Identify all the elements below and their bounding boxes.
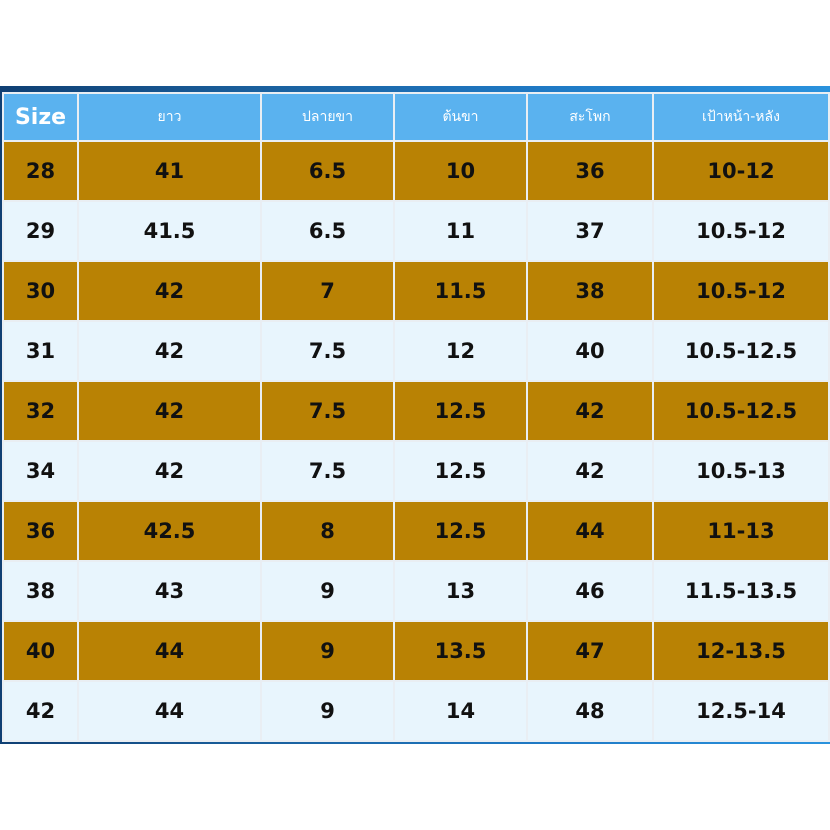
cell-thigh: 13.5 bbox=[393, 620, 528, 682]
cell-thigh: 12 bbox=[393, 320, 528, 382]
cell-hip: 47 bbox=[526, 620, 654, 682]
cell-thigh: 10 bbox=[393, 140, 528, 202]
cell-rise: 11.5-13.5 bbox=[652, 560, 830, 622]
cell-hip: 37 bbox=[526, 200, 654, 262]
cell-length: 42 bbox=[77, 440, 262, 502]
cell-leg-opening: 6.5 bbox=[260, 140, 395, 202]
cell-rise: 10.5-12.5 bbox=[652, 380, 830, 442]
size-table: Size ยาว ปลายขา ต้นขา สะโพก เป้าหน้า-หลั… bbox=[2, 92, 830, 742]
cell-rise: 10.5-12.5 bbox=[652, 320, 830, 382]
table-row: 29 41.5 6.5 11 37 10.5-12 bbox=[2, 200, 830, 262]
cell-length: 44 bbox=[77, 680, 262, 742]
cell-length: 41 bbox=[77, 140, 262, 202]
cell-thigh: 11 bbox=[393, 200, 528, 262]
table-row: 34 42 7.5 12.5 42 10.5-13 bbox=[2, 440, 830, 502]
cell-rise: 11-13 bbox=[652, 500, 830, 562]
cell-size: 36 bbox=[2, 500, 79, 562]
cell-leg-opening: 9 bbox=[260, 560, 395, 622]
cell-length: 42 bbox=[77, 320, 262, 382]
header-leg-opening: ปลายขา bbox=[260, 92, 395, 142]
table-row: 36 42.5 8 12.5 44 11-13 bbox=[2, 500, 830, 562]
cell-length: 44 bbox=[77, 620, 262, 682]
cell-rise: 10.5-13 bbox=[652, 440, 830, 502]
cell-size: 42 bbox=[2, 680, 79, 742]
table-row: 38 43 9 13 46 11.5-13.5 bbox=[2, 560, 830, 622]
cell-rise: 10.5-12 bbox=[652, 200, 830, 262]
cell-length: 42 bbox=[77, 260, 262, 322]
cell-leg-opening: 7.5 bbox=[260, 320, 395, 382]
header-size: Size bbox=[2, 92, 79, 142]
table-row: 42 44 9 14 48 12.5-14 bbox=[2, 680, 830, 742]
cell-rise: 12-13.5 bbox=[652, 620, 830, 682]
cell-size: 40 bbox=[2, 620, 79, 682]
cell-rise: 10-12 bbox=[652, 140, 830, 202]
cell-leg-opening: 8 bbox=[260, 500, 395, 562]
cell-size: 31 bbox=[2, 320, 79, 382]
cell-length: 41.5 bbox=[77, 200, 262, 262]
cell-leg-opening: 9 bbox=[260, 680, 395, 742]
cell-thigh: 12.5 bbox=[393, 440, 528, 502]
cell-hip: 48 bbox=[526, 680, 654, 742]
cell-size: 34 bbox=[2, 440, 79, 502]
cell-length: 43 bbox=[77, 560, 262, 622]
table-row: 40 44 9 13.5 47 12-13.5 bbox=[2, 620, 830, 682]
cell-thigh: 12.5 bbox=[393, 380, 528, 442]
header-row: Size ยาว ปลายขา ต้นขา สะโพก เป้าหน้า-หลั… bbox=[2, 92, 830, 142]
header-hip: สะโพก bbox=[526, 92, 654, 142]
table-row: 32 42 7.5 12.5 42 10.5-12.5 bbox=[2, 380, 830, 442]
header-rise: เป้าหน้า-หลัง bbox=[652, 92, 830, 142]
cell-hip: 38 bbox=[526, 260, 654, 322]
cell-size: 38 bbox=[2, 560, 79, 622]
cell-length: 42 bbox=[77, 380, 262, 442]
table-row: 31 42 7.5 12 40 10.5-12.5 bbox=[2, 320, 830, 382]
table-row: 28 41 6.5 10 36 10-12 bbox=[2, 140, 830, 202]
cell-thigh: 11.5 bbox=[393, 260, 528, 322]
table-row: 30 42 7 11.5 38 10.5-12 bbox=[2, 260, 830, 322]
cell-leg-opening: 7.5 bbox=[260, 440, 395, 502]
cell-leg-opening: 7 bbox=[260, 260, 395, 322]
cell-size: 28 bbox=[2, 140, 79, 202]
cell-size: 30 bbox=[2, 260, 79, 322]
cell-hip: 44 bbox=[526, 500, 654, 562]
cell-size: 29 bbox=[2, 200, 79, 262]
cell-rise: 10.5-12 bbox=[652, 260, 830, 322]
cell-hip: 36 bbox=[526, 140, 654, 202]
cell-thigh: 12.5 bbox=[393, 500, 528, 562]
cell-thigh: 14 bbox=[393, 680, 528, 742]
header-thigh: ต้นขา bbox=[393, 92, 528, 142]
cell-hip: 42 bbox=[526, 380, 654, 442]
header-length: ยาว bbox=[77, 92, 262, 142]
cell-hip: 46 bbox=[526, 560, 654, 622]
cell-thigh: 13 bbox=[393, 560, 528, 622]
cell-leg-opening: 7.5 bbox=[260, 380, 395, 442]
cell-hip: 40 bbox=[526, 320, 654, 382]
cell-rise: 12.5-14 bbox=[652, 680, 830, 742]
cell-hip: 42 bbox=[526, 440, 654, 502]
cell-size: 32 bbox=[2, 380, 79, 442]
cell-leg-opening: 9 bbox=[260, 620, 395, 682]
cell-leg-opening: 6.5 bbox=[260, 200, 395, 262]
cell-length: 42.5 bbox=[77, 500, 262, 562]
